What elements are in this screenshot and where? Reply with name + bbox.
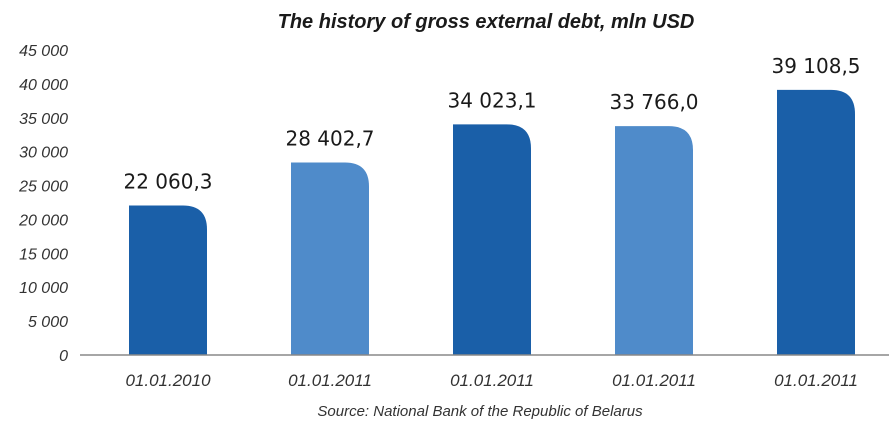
bar-4 (615, 126, 693, 355)
y-tick-label: 10 000 (19, 280, 68, 297)
x-tick-label-4: 01.01.2011 (612, 371, 696, 390)
y-tick-label: 35 000 (19, 111, 68, 128)
y-axis-ticks: 0 5 000 10 000 15 000 20 000 25 000 30 000 35 0… (18, 43, 68, 365)
data-label-3: 34 023,1 (447, 88, 536, 112)
y-tick-label: 30 000 (19, 145, 68, 162)
x-tick-label-2: 01.01.2011 (288, 371, 372, 390)
y-tick-label: 25 000 (18, 179, 68, 196)
x-tick-label-5: 01.01.2011 (774, 371, 858, 390)
y-tick-label: 0 (59, 348, 68, 365)
data-label-1: 22 060,3 (123, 169, 212, 193)
x-tick-label-1: 01.01.2010 (125, 371, 211, 390)
chart-title: The history of gross external debt, mln … (278, 11, 695, 33)
x-tick-label-3: 01.01.2011 (450, 371, 534, 390)
y-tick-label: 40 000 (19, 77, 68, 94)
x-axis-labels: 01.01.2010 01.01.2011 01.01.2011 01.01.2011… (125, 371, 857, 390)
y-tick-label: 15 000 (19, 246, 68, 263)
bar-1 (129, 205, 207, 355)
bar-3 (453, 124, 531, 355)
y-tick-label: 45 000 (19, 43, 68, 60)
source-note: Source: National Bank of the Republic of… (317, 403, 643, 420)
data-label-5: 39 108,5 (771, 54, 860, 78)
data-labels-group: 22 060,3 28 402,7 34 023,1 33 766,0 39 108,5 (123, 54, 860, 194)
y-tick-label: 5 000 (28, 314, 68, 331)
y-tick-label: 20 000 (18, 212, 68, 229)
data-label-2: 28 402,7 (285, 126, 374, 150)
bar-2 (291, 162, 369, 355)
data-label-4: 33 766,0 (609, 90, 698, 114)
bar-5 (777, 89, 855, 355)
bars-group (129, 89, 855, 355)
